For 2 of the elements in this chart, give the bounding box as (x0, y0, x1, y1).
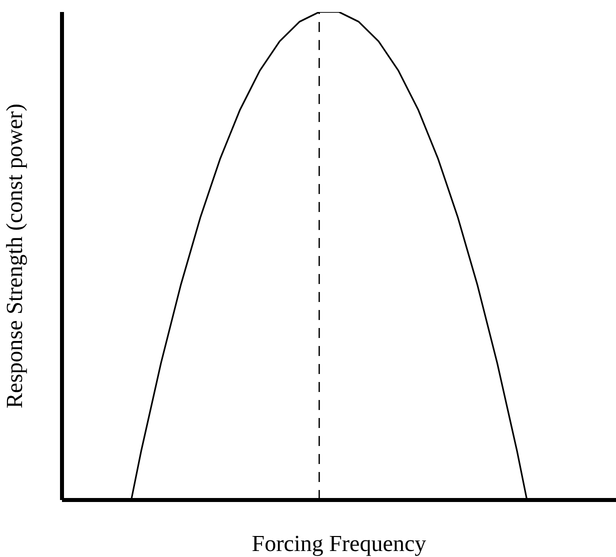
y-axis-title: Response Strength (const power) (2, 104, 28, 408)
x-axis-title: Forcing Frequency (252, 531, 427, 556)
